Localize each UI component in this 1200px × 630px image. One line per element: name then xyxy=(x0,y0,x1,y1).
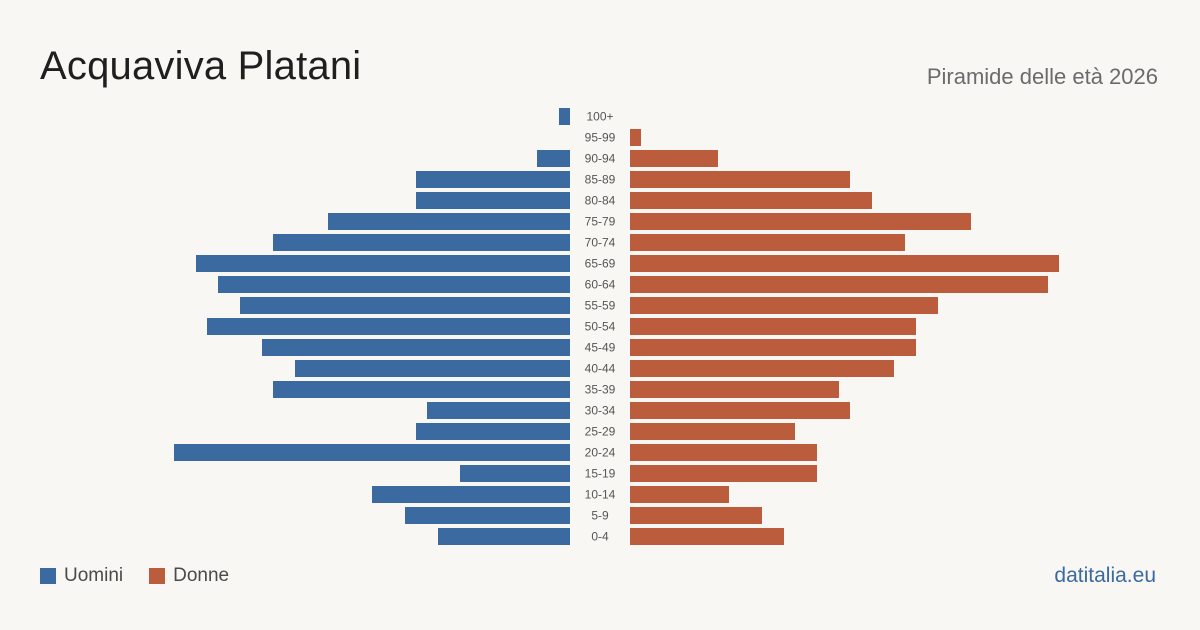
age-group-label-50-54: 50-54 xyxy=(585,320,616,334)
bar-women-45-49 xyxy=(630,339,916,356)
age-group-label-85-89: 85-89 xyxy=(585,173,616,187)
age-group-label-70-74: 70-74 xyxy=(585,236,616,250)
bar-women-50-54 xyxy=(630,318,916,335)
bar-men-80-84 xyxy=(416,192,570,209)
bar-men-30-34 xyxy=(427,402,570,419)
bar-women-95-99 xyxy=(630,129,641,146)
bar-men-75-79 xyxy=(328,213,570,230)
age-group-label-40-44: 40-44 xyxy=(585,362,616,376)
legend-item-men: Uomini xyxy=(40,565,123,587)
legend-swatch-men xyxy=(40,568,56,584)
age-group-label-0-4: 0-4 xyxy=(591,530,609,544)
age-group-label-45-49: 45-49 xyxy=(585,341,616,355)
bar-women-15-19 xyxy=(630,465,817,482)
chart-subtitle: Piramide delle età 2026 xyxy=(926,64,1158,89)
bar-men-5-9 xyxy=(405,507,570,524)
age-group-label-100+: 100+ xyxy=(586,110,613,124)
bar-men-40-44 xyxy=(295,360,570,377)
age-group-label-30-34: 30-34 xyxy=(585,404,616,418)
age-group-label-35-39: 35-39 xyxy=(585,383,616,397)
bar-women-0-4 xyxy=(630,528,784,545)
bar-men-60-64 xyxy=(218,276,570,293)
bar-men-85-89 xyxy=(416,171,570,188)
bar-women-30-34 xyxy=(630,402,850,419)
page-title: Acquaviva Platani xyxy=(40,44,362,88)
bar-women-90-94 xyxy=(630,150,718,167)
age-group-label-15-19: 15-19 xyxy=(585,467,616,481)
age-group-label-95-99: 95-99 xyxy=(585,131,616,145)
age-group-label-75-79: 75-79 xyxy=(585,215,616,229)
brand-link[interactable]: datitalia.eu xyxy=(1054,564,1156,587)
bar-men-15-19 xyxy=(460,465,570,482)
bar-men-50-54 xyxy=(207,318,570,335)
age-group-label-55-59: 55-59 xyxy=(585,299,616,313)
legend-label-men: Uomini xyxy=(64,565,124,586)
bar-men-70-74 xyxy=(273,234,570,251)
bar-women-55-59 xyxy=(630,297,938,314)
bar-men-100+ xyxy=(559,108,570,125)
bar-women-80-84 xyxy=(630,192,872,209)
age-group-label-60-64: 60-64 xyxy=(585,278,616,292)
age-group-label-90-94: 90-94 xyxy=(585,152,616,166)
bar-men-90-94 xyxy=(537,150,570,167)
legend-swatch-women xyxy=(149,568,166,584)
bar-men-55-59 xyxy=(240,297,570,314)
chart-legend: Uomini Donne xyxy=(40,565,255,587)
bar-women-75-79 xyxy=(630,213,971,230)
bar-men-65-69 xyxy=(196,255,570,272)
bar-men-20-24 xyxy=(174,444,570,461)
age-group-label-10-14: 10-14 xyxy=(585,488,616,502)
bar-men-0-4 xyxy=(438,528,570,545)
legend-item-women: Donne xyxy=(149,565,229,587)
bar-women-40-44 xyxy=(630,360,894,377)
age-group-label-25-29: 25-29 xyxy=(585,425,616,439)
age-group-label-80-84: 80-84 xyxy=(585,194,616,208)
bar-women-25-29 xyxy=(630,423,795,440)
bar-women-10-14 xyxy=(630,486,729,503)
bar-women-70-74 xyxy=(630,234,905,251)
age-group-label-5-9: 5-9 xyxy=(591,509,609,523)
bar-men-35-39 xyxy=(273,381,570,398)
age-group-label-20-24: 20-24 xyxy=(585,446,616,460)
legend-label-women: Donne xyxy=(173,565,230,586)
bar-men-25-29 xyxy=(416,423,570,440)
bar-women-5-9 xyxy=(630,507,762,524)
age-group-label-65-69: 65-69 xyxy=(585,257,616,271)
bar-women-65-69 xyxy=(630,255,1059,272)
bar-women-35-39 xyxy=(630,381,839,398)
bar-men-10-14 xyxy=(372,486,570,503)
bar-women-85-89 xyxy=(630,171,850,188)
bar-women-60-64 xyxy=(630,276,1048,293)
bar-men-45-49 xyxy=(262,339,570,356)
bar-women-20-24 xyxy=(630,444,817,461)
